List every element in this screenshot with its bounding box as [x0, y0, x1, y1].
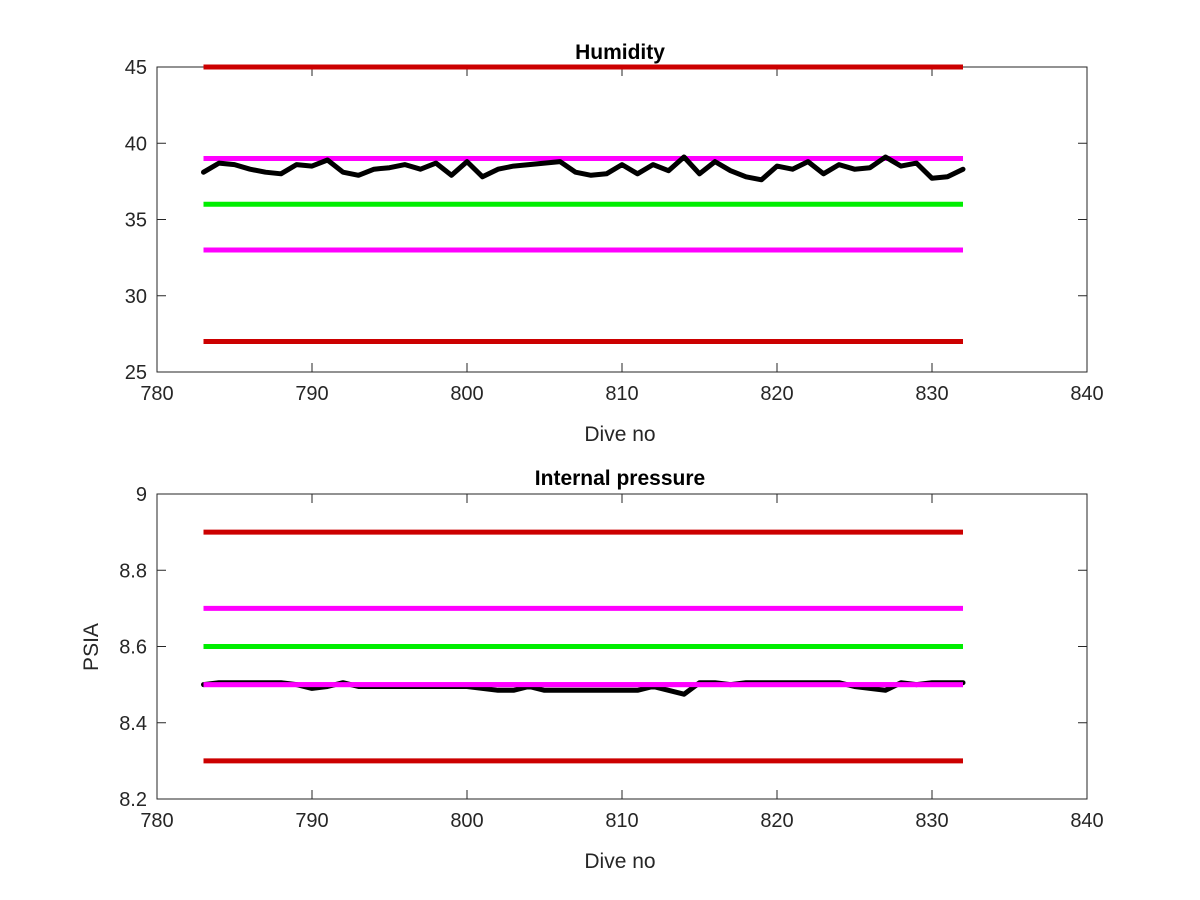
pressure-x-tick-label: 800: [450, 810, 483, 832]
humidity-x-tick-label: 780: [140, 383, 173, 405]
humidity-y-tick-label: 40: [125, 133, 147, 155]
pressure-title: Internal pressure: [535, 467, 705, 490]
humidity-x-axis-label: Dive no: [584, 423, 655, 446]
humidity-title: Humidity: [575, 41, 665, 64]
pressure-x-tick-label: 820: [760, 810, 793, 832]
humidity-x-tick-label: 790: [295, 383, 328, 405]
pressure-y-tick-label: 9: [136, 484, 147, 506]
pressure-x-ticks: 780 790 800 810 820 830 840: [140, 494, 1104, 832]
pressure-x-tick-label: 780: [140, 810, 173, 832]
humidity-x-tick-label: 840: [1070, 383, 1103, 405]
pressure-y-tick-label: 8.2: [119, 789, 147, 811]
humidity-y-ticks: 25 30 35 40 45: [125, 57, 1087, 384]
humidity-axes-box: [156, 66, 1088, 373]
pressure-y-tick-label: 8.6: [119, 637, 147, 659]
pressure-x-tick-label: 830: [915, 810, 948, 832]
humidity-y-tick-label: 25: [125, 362, 147, 384]
humidity-y-tick-label: 45: [125, 57, 147, 79]
humidity-x-ticks: 780 790 800 810 820 830 840: [140, 67, 1104, 405]
humidity-x-tick-label: 820: [760, 383, 793, 405]
humidity-x-tick-label: 830: [915, 383, 948, 405]
pressure-x-tick-label: 790: [295, 810, 328, 832]
humidity-x-tick-label: 800: [450, 383, 483, 405]
humidity-x-tick-label: 810: [605, 383, 638, 405]
pressure-y-tick-label: 8.8: [119, 560, 147, 582]
pressure-y-ticks: 8.2 8.4 8.6 8.8 9: [119, 484, 1087, 811]
humidity-data-line: [201, 154, 966, 183]
pressure-x-tick-label: 840: [1070, 810, 1103, 832]
pressure-series: [201, 680, 966, 697]
humidity-y-tick-label: 30: [125, 286, 147, 308]
pressure-x-tick-label: 810: [605, 810, 638, 832]
humidity-y-tick-label: 35: [125, 210, 147, 232]
humidity-plot: Humidity Dive no 780 790 800 810 820 830 840 2…: [125, 41, 1104, 446]
humidity-reference-lines: [203, 64, 963, 344]
humidity-series: [201, 154, 966, 183]
pressure-plot: Internal pressure Dive no PSIA 780 790 800…: [80, 467, 1104, 873]
pressure-x-axis-label: Dive no: [584, 850, 655, 873]
pressure-y-tick-label: 8.4: [119, 713, 147, 735]
pressure-y-axis-label: PSIA: [80, 623, 103, 671]
